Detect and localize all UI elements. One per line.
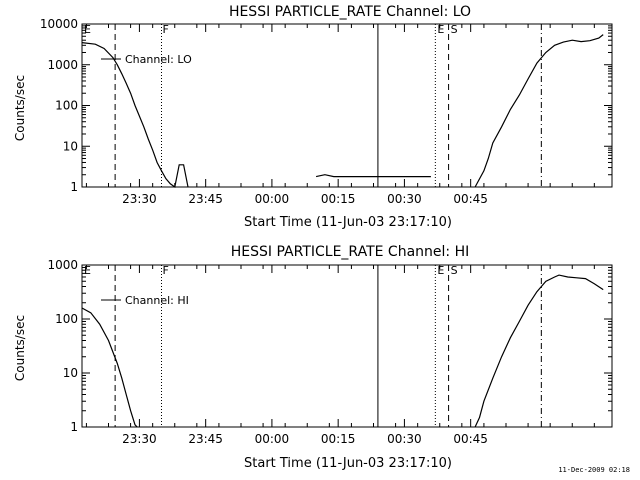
plot-frame <box>81 264 613 428</box>
x-axis-label: Start Time (11-Jun-03 23:17:10) <box>244 456 452 471</box>
x-tick-label: 00:30 <box>387 432 422 446</box>
x-tick-label: 23:45 <box>188 432 223 446</box>
data-line <box>474 274 604 428</box>
y-tick-label: 100 <box>55 312 78 326</box>
data-line <box>81 307 138 428</box>
event-marker-label: S <box>451 264 458 277</box>
x-tick-label: 00:45 <box>453 432 488 446</box>
y-tick-label: 10 <box>63 139 78 153</box>
y-tick-labels: 10000 1000 100 10 1 <box>40 17 78 194</box>
x-tick-label: 00:15 <box>321 432 356 446</box>
x-tick-label: 23:45 <box>188 192 223 206</box>
legend-label: Channel: HI <box>125 294 189 307</box>
data-line <box>315 174 431 178</box>
y-axis-label: Counts/sec <box>13 315 27 381</box>
x-tick-labels: 23:30 23:45 00:00 00:15 00:30 00:45 <box>122 192 488 206</box>
y-tick-labels: 1000 100 10 1 <box>47 258 78 434</box>
y-tick-label: 1000 <box>47 258 78 272</box>
x-tick-label: 00:30 <box>387 192 422 206</box>
y-tick-label: 10 <box>63 366 78 380</box>
chart-panel-hi: HESSI PARTICLE_RATE Channel: HI E F E SChan… <box>13 244 613 471</box>
x-tick-label: 23:30 <box>122 432 157 446</box>
x-tick-labels: 23:30 23:45 00:00 00:15 00:30 00:45 <box>122 432 488 446</box>
x-tick-label: 23:30 <box>122 192 157 206</box>
legend-label: Channel: LO <box>125 53 192 66</box>
event-marker-label: F <box>163 23 169 36</box>
chart-panel-lo: HESSI PARTICLE_RATE Channel: LO E F E SChan… <box>13 4 613 230</box>
event-marker-label: E <box>437 264 444 277</box>
x-tick-label: 00:45 <box>453 192 488 206</box>
event-marker-label: S <box>451 23 458 36</box>
x-tick-label: 00:00 <box>255 192 290 206</box>
y-tick-label: 10000 <box>40 17 78 31</box>
y-tick-label: 100 <box>55 99 78 113</box>
event-marker-label: E <box>84 264 91 277</box>
y-tick-label: 1 <box>70 180 78 194</box>
event-marker-label: E <box>437 23 444 36</box>
x-tick-label: 00:15 <box>321 192 356 206</box>
x-tick-label: 00:00 <box>255 432 290 446</box>
generation-timestamp: 11-Dec-2009 02:18 <box>558 466 630 474</box>
x-axis-label: Start Time (11-Jun-03 23:17:10) <box>244 215 452 230</box>
data-line <box>81 42 189 189</box>
data-line <box>474 34 604 188</box>
event-marker-label: E <box>84 23 91 36</box>
event-marker-label: F <box>163 264 169 277</box>
chart-title: HESSI PARTICLE_RATE Channel: LO <box>229 4 471 20</box>
y-axis-label: Counts/sec <box>13 75 27 141</box>
chart-title: HESSI PARTICLE_RATE Channel: HI <box>231 244 469 260</box>
y-tick-label: 1 <box>70 420 78 434</box>
y-tick-label: 1000 <box>47 58 78 72</box>
